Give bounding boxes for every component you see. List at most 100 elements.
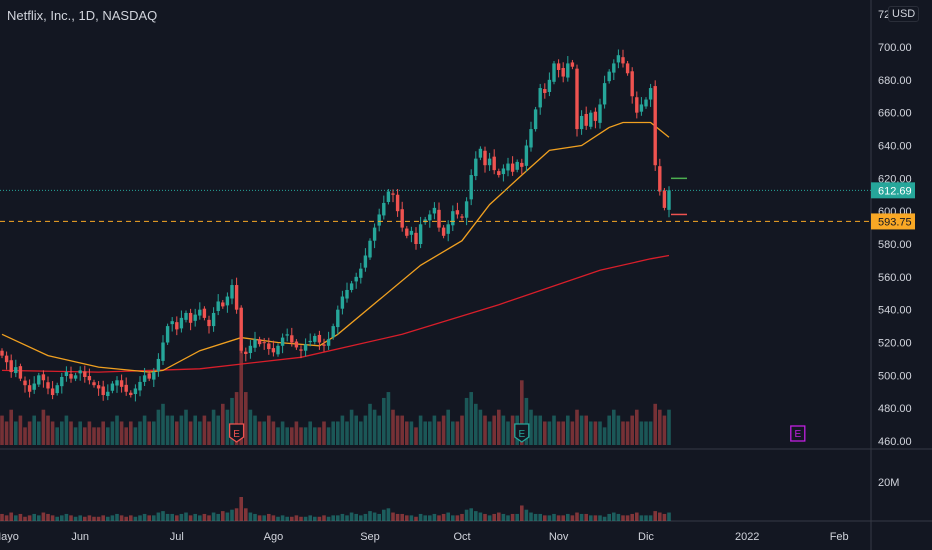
volume-bar-lower xyxy=(648,515,653,521)
candle-body xyxy=(202,308,207,318)
volume-bar xyxy=(308,421,312,445)
currency-button[interactable]: USD xyxy=(888,6,920,22)
volume-bar xyxy=(409,421,414,445)
volume-bar xyxy=(156,409,161,445)
volume-bar xyxy=(625,421,630,445)
candle-body xyxy=(382,202,386,216)
candle-body xyxy=(492,156,496,171)
volume-bar-lower xyxy=(483,513,487,521)
candle-body xyxy=(478,148,483,158)
volume-bar-lower xyxy=(455,515,460,521)
candle-body xyxy=(271,348,276,353)
candle-body xyxy=(331,326,335,338)
volume-bar-lower xyxy=(55,516,59,521)
candle-body xyxy=(584,113,588,126)
volume-bar xyxy=(119,421,124,445)
volume-bar-lower xyxy=(64,513,69,521)
volume-bar-lower xyxy=(478,512,483,521)
volume-bar-lower xyxy=(621,515,625,521)
volume-bar xyxy=(570,421,575,445)
volume-bar-lower xyxy=(290,516,294,521)
volume-bar xyxy=(345,421,349,445)
candle-body xyxy=(262,342,266,344)
candle-body xyxy=(579,115,584,130)
volume-bar xyxy=(464,397,469,445)
candle-body xyxy=(395,194,400,212)
volume-bar xyxy=(124,427,128,445)
candle-body xyxy=(589,112,593,127)
volume-bar-lower xyxy=(418,513,423,521)
candle-body xyxy=(184,312,188,320)
candle-body xyxy=(225,296,230,306)
volume-bar xyxy=(46,415,50,445)
volume-bar-lower xyxy=(294,515,299,521)
candle-body xyxy=(165,326,170,343)
volume-bar-lower xyxy=(156,512,161,521)
candle-body xyxy=(368,240,372,258)
volume-bar xyxy=(359,421,363,445)
volume-bar xyxy=(441,415,446,445)
volume-bar xyxy=(92,427,96,445)
candle-body xyxy=(147,373,151,379)
volume-bar xyxy=(184,409,188,445)
volume-bar-lower xyxy=(460,513,464,521)
volume-bar-lower xyxy=(262,515,266,521)
moving-average-fast-line xyxy=(1,121,670,373)
earnings-marker[interactable]: E xyxy=(228,423,245,443)
earnings-icon xyxy=(514,423,530,443)
volume-bar-lower xyxy=(78,515,82,521)
candle-body xyxy=(460,216,464,218)
volume-bar-lower xyxy=(313,516,317,521)
candle-body xyxy=(524,145,529,166)
volume-bar-lower xyxy=(92,516,96,521)
candle-body xyxy=(290,335,294,343)
volume-bar-lower xyxy=(115,513,119,521)
candle-body xyxy=(161,342,165,361)
volume-bar xyxy=(331,421,335,445)
candle-body xyxy=(556,63,561,70)
volume-bar-lower xyxy=(60,515,64,521)
volume-bar-lower xyxy=(405,515,409,521)
candle-body xyxy=(221,302,225,307)
volume-bar xyxy=(556,421,561,445)
earnings-marker[interactable]: E xyxy=(790,425,806,442)
volume-bar-lower xyxy=(386,508,391,521)
volume-bar-lower xyxy=(437,515,441,521)
time-axis-label: Oct xyxy=(453,531,470,543)
candle-body xyxy=(27,385,32,392)
volume-bar xyxy=(658,409,662,445)
reference-price-label: 593.75 xyxy=(878,216,912,228)
volume-bar xyxy=(538,415,542,445)
volume-bar-lower xyxy=(308,515,312,521)
volume-bar-lower xyxy=(221,511,225,521)
volume-bar-lower xyxy=(188,515,193,521)
volume-bar-lower xyxy=(579,513,584,521)
volume-bar-lower xyxy=(14,515,18,521)
volume-bar-lower xyxy=(575,512,579,521)
volume-bar xyxy=(648,421,653,445)
volume-bar xyxy=(193,415,197,445)
volume-bar-lower xyxy=(363,513,368,521)
candle-body xyxy=(400,209,404,228)
candle-body xyxy=(446,224,450,234)
volume-bar-lower xyxy=(625,515,630,521)
volume-bar xyxy=(317,427,322,445)
volume-bar-lower xyxy=(230,509,234,521)
volume-bar-lower xyxy=(124,516,128,521)
volume-bar xyxy=(510,415,515,445)
candle-body xyxy=(78,370,82,374)
candle-body xyxy=(37,375,41,385)
volume-bar xyxy=(27,421,32,445)
volume-bar xyxy=(418,415,423,445)
volume-bar xyxy=(202,415,207,445)
volume-bar xyxy=(377,415,381,445)
volume-bar xyxy=(101,421,105,445)
price-tick-label: 560.00 xyxy=(878,272,912,284)
volume-bar-lower xyxy=(538,513,542,521)
earnings-marker[interactable]: E xyxy=(514,423,530,443)
candle-body xyxy=(317,334,322,343)
volume-bar xyxy=(55,427,59,445)
candle-body xyxy=(110,383,115,391)
volume-bar-lower xyxy=(616,513,621,521)
